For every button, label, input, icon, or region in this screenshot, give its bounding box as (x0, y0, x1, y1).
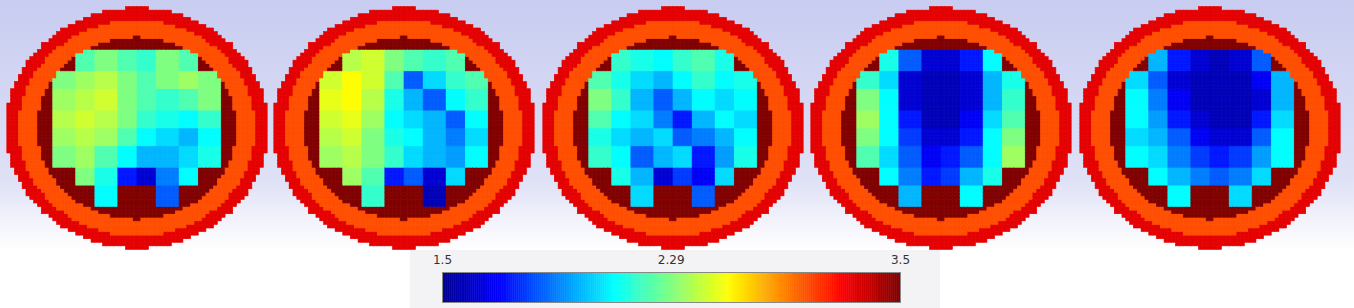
svg-text:3.5: 3.5 (891, 253, 910, 267)
svg-text:1.5: 1.5 (433, 253, 452, 267)
svg-text:2.29: 2.29 (658, 253, 685, 267)
